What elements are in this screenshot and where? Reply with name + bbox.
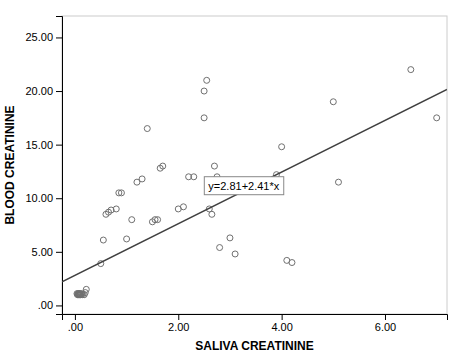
- tick-mark: [75, 314, 76, 320]
- point: [113, 206, 119, 212]
- tick: .00: [68, 314, 83, 333]
- tick-mark: [282, 314, 283, 320]
- plot-area: .00 2.00 4.00 6.00 .00 5.00 10.00 15.00 20.00 25.…: [25, 16, 447, 333]
- point: [129, 217, 135, 223]
- plot-frame: [62, 16, 447, 314]
- tick-label: 20.00: [25, 85, 53, 97]
- point: [144, 126, 150, 132]
- point: [160, 163, 166, 169]
- point: [201, 115, 207, 121]
- point: [330, 99, 336, 105]
- point: [83, 286, 89, 292]
- tick: 4.00: [271, 314, 292, 333]
- point: [155, 217, 161, 223]
- point: [204, 77, 210, 83]
- point: [201, 88, 207, 94]
- annotation-box: [204, 177, 283, 195]
- point: [227, 235, 233, 241]
- point: [180, 204, 186, 210]
- annotation: y=2.81+2.41*x: [204, 177, 283, 195]
- annotation-text: y=2.81+2.41*x: [208, 180, 279, 192]
- x-axis-title: SALIVA CREATININE: [195, 339, 313, 353]
- point: [279, 144, 285, 150]
- axis-line: [56, 17, 63, 315]
- tick-label: 2.00: [168, 321, 189, 333]
- point: [434, 115, 440, 121]
- regression-line: [62, 89, 447, 281]
- tick-label: 25.00: [25, 31, 53, 43]
- tick-label: 5.00: [32, 246, 53, 258]
- tick: 15.00: [25, 139, 62, 151]
- tick-mark: [56, 252, 62, 253]
- tick-label: .00: [38, 299, 53, 311]
- tick: 6.00: [375, 314, 396, 333]
- tick-mark: [56, 91, 62, 92]
- point: [191, 174, 197, 180]
- point: [139, 176, 145, 182]
- point: [124, 236, 130, 242]
- tick-label: 10.00: [25, 192, 53, 204]
- tick-mark: [56, 305, 62, 306]
- tick-mark: [56, 37, 62, 38]
- tick: .00: [38, 299, 62, 311]
- tick: 10.00: [25, 192, 62, 204]
- chart: .00 2.00 4.00 6.00 .00 5.00 10.00 15.00 20.00 25.…: [0, 0, 463, 358]
- tick-label: 4.00: [271, 321, 292, 333]
- y-axis-title: BLOOD CREATININE: [3, 105, 17, 224]
- point: [408, 67, 414, 73]
- tick: 20.00: [25, 85, 62, 97]
- point: [209, 211, 215, 217]
- tick: 2.00: [168, 314, 189, 333]
- tick: 25.00: [25, 31, 62, 43]
- tick-mark: [56, 198, 62, 199]
- point: [118, 190, 124, 196]
- tick-mark: [178, 314, 179, 320]
- point: [217, 245, 223, 251]
- tick-label: 6.00: [375, 321, 396, 333]
- tick-mark: [56, 145, 62, 146]
- tick: 5.00: [32, 246, 62, 258]
- point: [232, 251, 238, 257]
- x-axis: .00 2.00 4.00 6.00: [63, 314, 448, 333]
- point: [335, 179, 341, 185]
- tick-label: 15.00: [25, 139, 53, 151]
- marks: [62, 67, 447, 298]
- y-axis: .00 5.00 10.00 15.00 20.00 25.00: [25, 17, 62, 315]
- tick-mark: [385, 314, 386, 320]
- axis-line: [63, 315, 448, 321]
- point: [100, 237, 106, 243]
- tick-label: .00: [68, 321, 83, 333]
- point: [211, 163, 217, 169]
- point: [289, 260, 295, 266]
